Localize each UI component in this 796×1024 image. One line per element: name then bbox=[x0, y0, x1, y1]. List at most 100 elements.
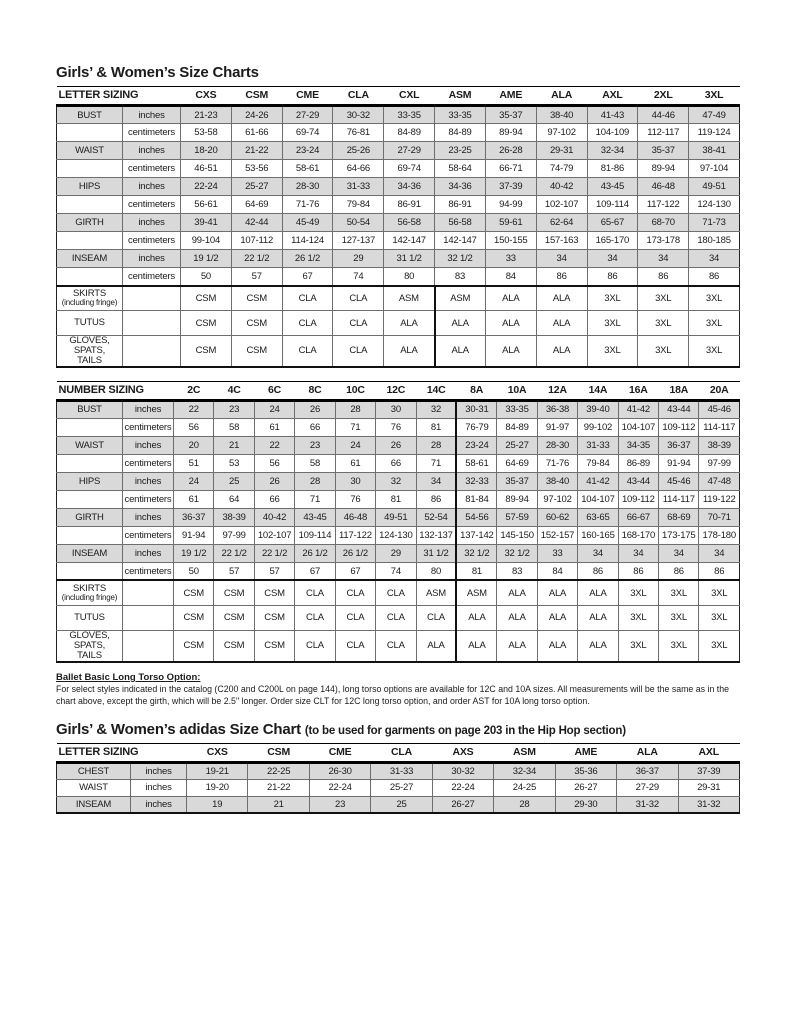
column-header: 12C bbox=[375, 380, 417, 402]
column-header: 2C bbox=[173, 380, 214, 402]
size-cell: 86-91 bbox=[434, 195, 486, 214]
size-cell: 119-124 bbox=[688, 123, 740, 142]
column-header: ASM bbox=[434, 86, 486, 107]
size-cell: 31-33 bbox=[332, 177, 385, 196]
size-cell: 97-102 bbox=[536, 489, 579, 509]
unit-label: centimeters bbox=[122, 231, 181, 250]
column-header: CXS bbox=[186, 742, 248, 764]
size-cell: 109-114 bbox=[586, 195, 639, 214]
size-cell: 19-20 bbox=[185, 778, 249, 797]
size-cell: 57 bbox=[230, 267, 283, 286]
size-cell: 31 1/2 bbox=[415, 543, 457, 563]
size-cell: ALA bbox=[383, 334, 436, 368]
unit-label: centimeters bbox=[122, 453, 174, 473]
size-cell: 19 bbox=[185, 795, 249, 815]
measurement-label: WAIST bbox=[56, 435, 123, 455]
size-cell: 66-71 bbox=[484, 159, 537, 178]
size-cell: 26-27 bbox=[431, 795, 495, 815]
table-row: HIPS inches 24 25 26 28 30 32 34 32-33 35-37 38-40 4… bbox=[56, 471, 740, 491]
table-header-label: LETTER SIZING bbox=[56, 86, 181, 107]
size-cell: 23-24 bbox=[281, 141, 334, 160]
size-cell: 34-36 bbox=[434, 177, 486, 196]
adidas-title: Girls’ & Women’s adidas Size Chart (to b… bbox=[56, 721, 740, 738]
size-cell: 89-94 bbox=[484, 123, 537, 142]
size-cell: 71 bbox=[415, 453, 457, 473]
table-row: BUST inches 21-23 24-26 27-29 30-32 33-35 33-35… bbox=[56, 105, 740, 124]
size-cell: 86 bbox=[535, 267, 588, 286]
size-cell: 34 bbox=[586, 249, 639, 268]
unit-label: inches bbox=[122, 435, 174, 455]
column-header: AME bbox=[485, 86, 537, 107]
size-cell: 67 bbox=[334, 561, 377, 581]
size-cell: CLA bbox=[281, 284, 334, 311]
unit-label: centimeters bbox=[122, 561, 174, 581]
size-cell: CSM bbox=[230, 334, 283, 368]
size-cell: CLA bbox=[375, 604, 417, 631]
size-cell: 49-51 bbox=[688, 177, 740, 196]
size-cell: 80 bbox=[415, 561, 457, 581]
size-cell: 26-27 bbox=[554, 778, 618, 797]
size-cell: 46-48 bbox=[637, 177, 690, 196]
size-cell: 124-130 bbox=[688, 195, 740, 214]
size-cell: 27-29 bbox=[383, 141, 436, 160]
size-cell: 60-62 bbox=[536, 507, 579, 527]
size-cell: 84-89 bbox=[496, 417, 538, 437]
size-cell: 86 bbox=[637, 267, 690, 286]
measurement-label: BUST bbox=[56, 105, 123, 124]
size-cell: 35-37 bbox=[496, 471, 538, 491]
size-cell: 18-20 bbox=[180, 141, 232, 160]
size-cell: 56-58 bbox=[383, 213, 436, 232]
unit-label bbox=[122, 604, 174, 631]
size-cell: 3XL bbox=[637, 284, 690, 311]
note-body: For select styles indicated in the catal… bbox=[56, 683, 730, 706]
size-cell: 68-69 bbox=[658, 507, 700, 527]
size-cell: 33-35 bbox=[434, 105, 486, 124]
size-cell: 34 bbox=[617, 543, 660, 563]
unit-label bbox=[122, 629, 174, 663]
size-cell: ASM bbox=[433, 284, 486, 311]
size-cell: 168-170 bbox=[617, 525, 660, 545]
size-cell: 3XL bbox=[586, 334, 639, 368]
size-cell: ALA bbox=[415, 629, 457, 663]
table-row: CHEST inches 19-21 22-25 26-30 31-33 30-32 32-3… bbox=[56, 761, 740, 780]
size-cell: 22 bbox=[253, 435, 296, 455]
size-cell: 66 bbox=[253, 489, 296, 509]
garment-row: TUTUS CSM CSM CSM CLA CLA CLA CLA ALA ALA ALA ALA 3X… bbox=[56, 604, 740, 631]
size-cell: 29 bbox=[375, 543, 417, 563]
size-cell: 47-49 bbox=[688, 105, 740, 124]
size-cell: 86 bbox=[658, 561, 700, 581]
size-cell: 38-40 bbox=[535, 105, 588, 124]
size-cell: 27-29 bbox=[616, 778, 679, 797]
size-cell: 42-44 bbox=[230, 213, 283, 232]
ballet-note: Ballet Basic Long Torso Option: For sele… bbox=[56, 672, 740, 708]
size-cell: 28 bbox=[415, 435, 457, 455]
size-cell: 24 bbox=[334, 435, 377, 455]
size-cell: CSM bbox=[172, 579, 215, 606]
measurement-label: HIPS bbox=[56, 177, 123, 196]
size-cell: 3XL bbox=[688, 334, 740, 368]
size-cell: 81 bbox=[455, 561, 498, 581]
size-cell: 64-69 bbox=[496, 453, 538, 473]
size-cell: 132-137 bbox=[415, 525, 457, 545]
size-cell: ALA bbox=[536, 579, 579, 606]
unit-label: centimeters bbox=[122, 417, 174, 437]
unit-label: inches bbox=[122, 249, 181, 268]
size-cell: 102-107 bbox=[253, 525, 296, 545]
size-cell: 34 bbox=[688, 249, 740, 268]
size-cell: 38-39 bbox=[698, 435, 740, 455]
garment-row: GLOVES, SPATS, TAILS CSM CSM CLA CLA ALA ALA ALA… bbox=[56, 334, 740, 368]
size-cell: 29 bbox=[332, 249, 385, 268]
table-row: INSEAM inches 19 1/2 22 1/2 22 1/2 26 1/2 26 1… bbox=[56, 543, 740, 563]
size-cell: 58-64 bbox=[434, 159, 486, 178]
size-cell: CSM bbox=[213, 629, 255, 663]
size-cell: 35-37 bbox=[484, 105, 537, 124]
column-header: ASM bbox=[493, 742, 556, 764]
number-sizing-table: NUMBER SIZING 2C 4C 6C 8C 10C 12C 14C 8A 10A 12A 14… bbox=[56, 380, 740, 663]
size-cell: 79-84 bbox=[577, 453, 619, 473]
table-row: GIRTH inches 36-37 38-39 40-42 43-45 46-48 49-5… bbox=[56, 507, 740, 527]
size-cell: CLA bbox=[334, 629, 377, 663]
size-cell: 91-94 bbox=[658, 453, 700, 473]
size-cell: 25-27 bbox=[230, 177, 283, 196]
unit-label: inches bbox=[122, 105, 181, 124]
size-cell: 117-122 bbox=[637, 195, 690, 214]
